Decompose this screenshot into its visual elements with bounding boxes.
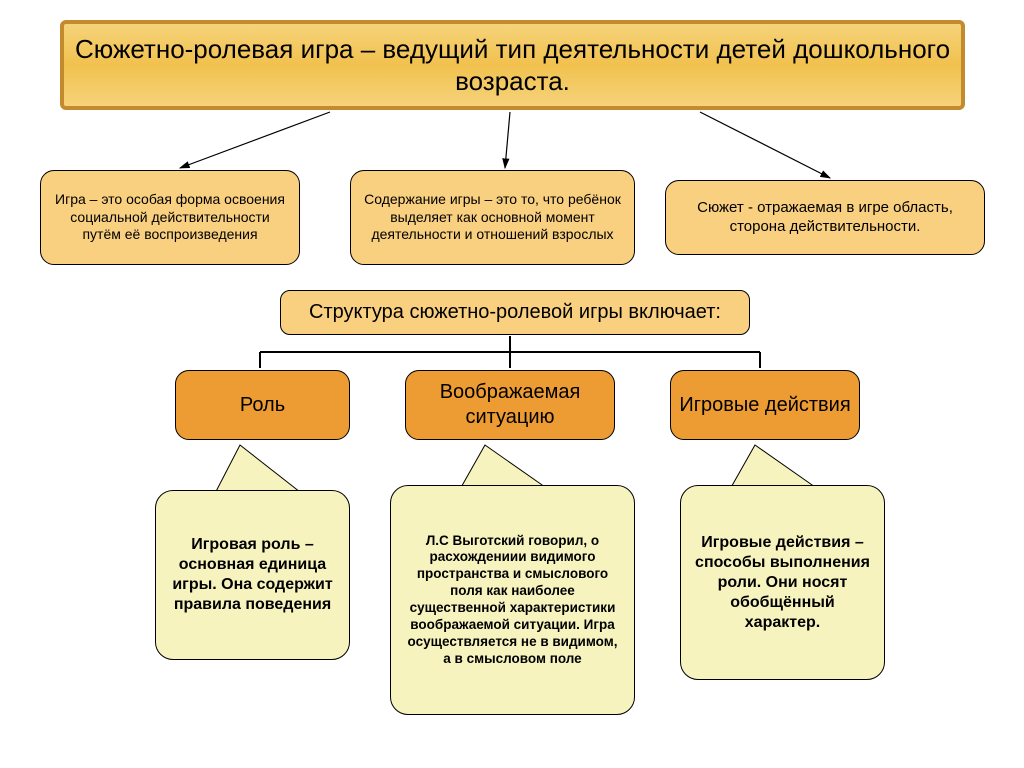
callout-box-0: Игровая роль – основная единица игры. Он… — [155, 490, 350, 660]
definition-box-2: Сюжет - отражаемая в игре область, сторо… — [665, 180, 985, 255]
callout-box-1: Л.С Выготский говорил, о расхождениии ви… — [390, 485, 635, 715]
definition-box-1: Содержание игры – это то, что ребёнок вы… — [350, 170, 635, 265]
category-box-1: Воображаемая ситуацию — [405, 370, 615, 440]
callout-box-2: Игровые действия – способы выполнения ро… — [680, 485, 885, 680]
category-box-2: Игровые действия — [670, 370, 860, 440]
title-box: Сюжетно-ролевая игра – ведущий тип деяте… — [60, 20, 965, 110]
structure-header: Структура сюжетно-ролевой игры включает: — [280, 290, 750, 335]
structure-header-text: Структура сюжетно-ролевой игры включает: — [309, 300, 721, 325]
title-text: Сюжетно-ролевая игра – ведущий тип деяте… — [64, 33, 961, 98]
category-box-0: Роль — [175, 370, 350, 440]
definition-box-0: Игра – это особая форма освоения социаль… — [40, 170, 300, 265]
